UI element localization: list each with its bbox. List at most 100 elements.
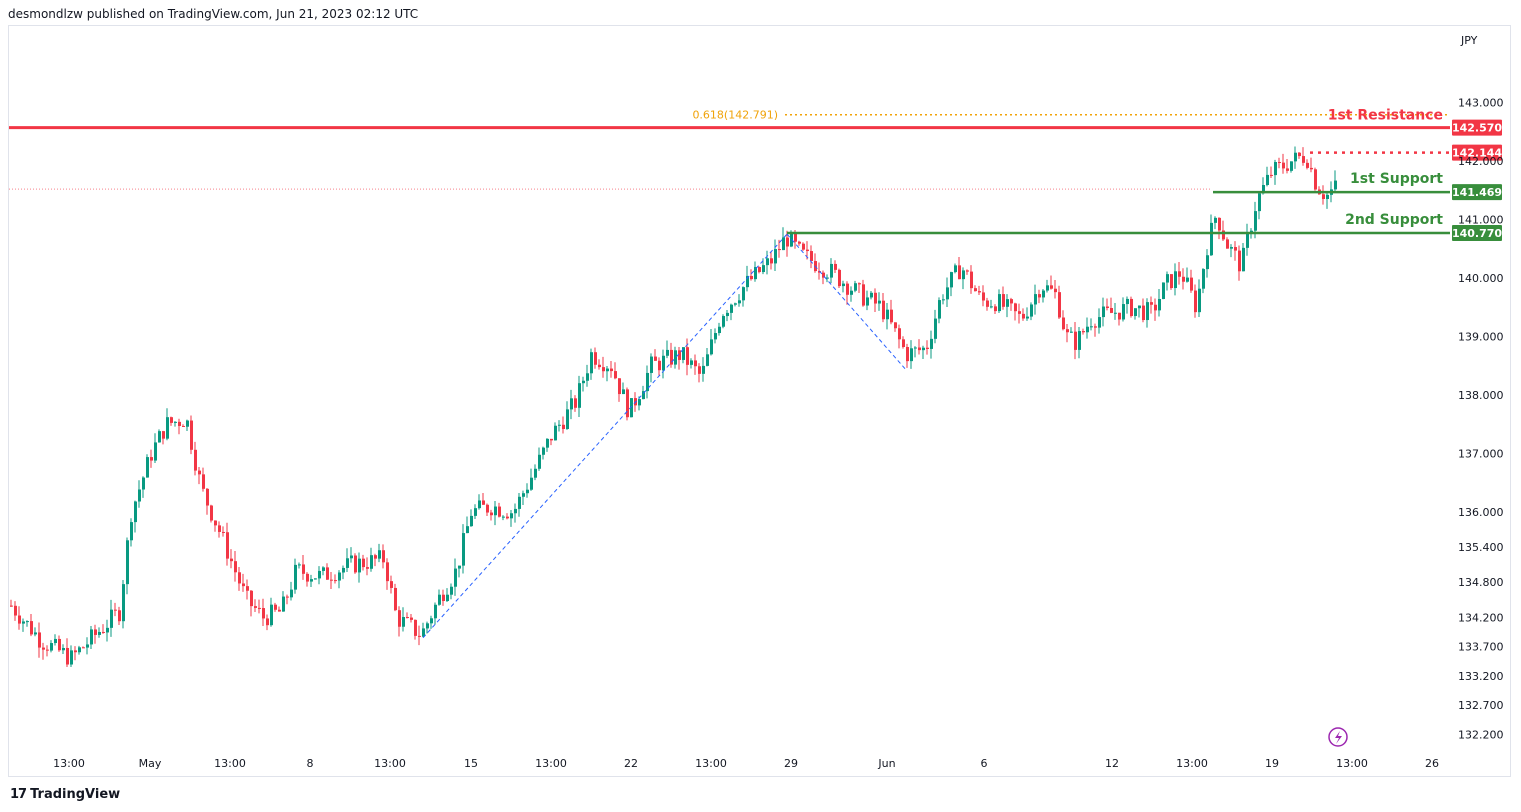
candle-body [1134,308,1137,317]
candle [1010,297,1013,311]
candle-body [710,339,713,355]
candle-body [370,555,373,569]
candle [270,597,273,627]
candle [986,297,989,311]
candle-body [50,643,53,651]
candle-body [566,409,569,429]
candle-body [466,526,469,534]
tradingview-footer[interactable]: 17 TradingView [10,787,120,802]
candle-body [702,365,705,374]
candle [830,258,833,284]
y-tick-label: 136.000 [1458,506,1504,519]
candle [370,547,373,572]
candle [138,480,141,508]
candle-body [350,555,353,559]
candle [1046,279,1049,293]
candle-body [498,506,501,517]
candle [502,515,505,521]
candle [870,291,873,300]
candle [1270,166,1273,178]
candle-body [890,309,893,323]
candle [406,612,409,619]
candle [1198,279,1201,318]
candle-body [1138,305,1141,309]
candle [1306,159,1309,170]
candle-body [354,555,357,573]
candle-body [782,237,785,251]
candle-body [1130,298,1133,317]
candle-body [278,609,281,612]
candle-body [762,265,765,273]
candle [910,340,913,369]
candle-body [1086,326,1089,333]
candle-body [202,474,205,489]
candle [18,606,21,630]
overlay: 0.618(142.791) 1st Resistance 142.570 1st S… [9,108,1502,747]
candle-body [894,322,897,329]
price-axis: JPY 132.200 132.700 133.200 133.700 134.200 13… [1458,34,1504,741]
candle [898,324,901,349]
candle-body [110,609,113,628]
candle [1034,284,1037,315]
candle-body [806,249,809,252]
candle-body [250,590,253,607]
candle [950,271,953,297]
candle [702,357,705,382]
candle [378,543,381,563]
lightning-icon[interactable] [1328,727,1348,747]
candle-body [690,360,693,365]
candle-body [150,457,153,461]
candle [1086,317,1089,339]
candle [698,363,701,383]
candle [102,624,105,634]
candle [1170,273,1173,290]
candle-body [10,605,13,607]
candle-body [970,271,973,289]
candle-body [234,561,237,573]
candle-body [946,287,949,300]
candle-body [282,596,285,612]
candle-body [758,267,761,273]
candle [1142,298,1145,323]
candle [538,447,541,471]
candle-body [966,270,969,272]
candle-body [1230,247,1233,249]
candle-body [698,366,701,374]
candle [470,509,473,527]
candle [1274,159,1277,185]
candle [750,269,753,281]
candle-body [386,562,389,582]
candle [262,598,265,627]
candle [718,322,721,336]
candle [958,257,961,280]
candle-body [90,629,93,645]
candle-body [1098,317,1101,328]
candle [810,245,813,269]
candle [626,387,629,421]
candle [90,626,93,650]
candle-body [338,572,341,581]
candle-body [1010,299,1013,304]
candle-body [1074,331,1077,350]
candle-body [478,500,481,509]
candle [714,328,717,344]
candle [694,354,697,375]
candle [858,282,861,294]
candle [190,415,193,455]
candle [834,260,837,273]
candle [942,294,945,305]
chart-frame[interactable] [8,25,1511,777]
candle [278,606,281,612]
candle-body [754,267,757,280]
candle [1278,157,1281,169]
candle-body [1294,152,1297,162]
candle [914,346,917,358]
candle-body [62,647,65,651]
candle-body [502,516,505,518]
candle [1114,302,1117,320]
candle [866,290,869,311]
candle [374,553,377,567]
candle [302,555,305,580]
candle-body [246,586,249,591]
